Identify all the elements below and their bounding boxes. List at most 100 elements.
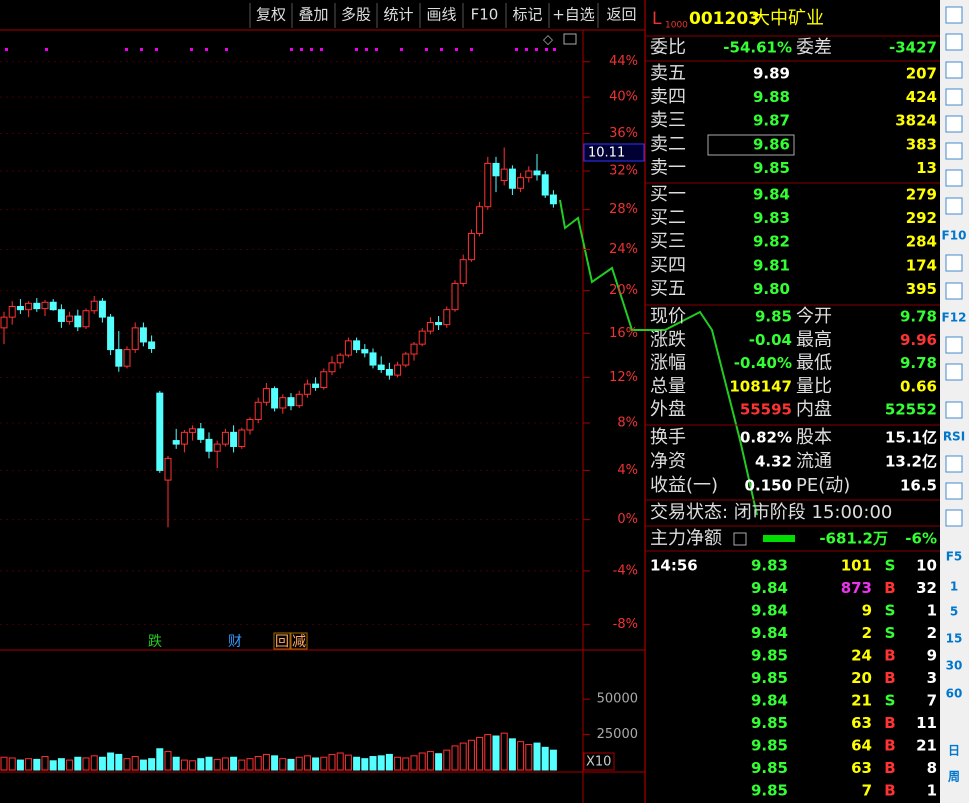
tool-icon[interactable]: [945, 6, 963, 24]
tool-icon[interactable]: [945, 33, 963, 51]
candle-body: [394, 364, 402, 376]
stat-label: 外盘: [650, 399, 686, 420]
volume-unit: X10: [586, 755, 611, 770]
toolbar-button[interactable]: 叠加: [298, 6, 328, 24]
tool-icon[interactable]: [945, 115, 963, 133]
tool-icon[interactable]: [945, 197, 963, 215]
candle-body: [377, 364, 385, 371]
diamond-icon[interactable]: ◇: [543, 33, 553, 48]
candle-body: [262, 388, 270, 403]
trade-price: 9.85: [751, 669, 788, 687]
tool-icon[interactable]: [945, 336, 963, 354]
candle-body: [418, 330, 426, 345]
volume-bar: [107, 752, 115, 771]
volume-bar: [271, 755, 279, 771]
event-dot: [125, 48, 128, 51]
volume-bar: [221, 757, 229, 771]
volume-bar: [410, 755, 418, 771]
tool-icon[interactable]: [945, 482, 963, 500]
sidebar-button[interactable]: 5: [950, 605, 958, 619]
candle-body: [492, 162, 500, 177]
toolbar-button[interactable]: +自选: [552, 6, 595, 24]
candle-body: [435, 321, 443, 326]
volume-bar: [33, 758, 41, 771]
trade-count: 21: [916, 737, 937, 755]
fund-label: 流通: [796, 451, 832, 472]
event-dot: [155, 48, 158, 51]
candle-body: [271, 388, 279, 409]
volume-bar: [98, 756, 106, 771]
volume-bar: [164, 751, 172, 771]
volume-bar: [426, 751, 434, 771]
toolbar-button[interactable]: 标记: [512, 6, 542, 24]
volume-bar: [459, 742, 467, 771]
stock-code: 001203: [689, 9, 760, 29]
volume-bar: [41, 756, 49, 771]
toolbar-button[interactable]: F10: [471, 6, 499, 24]
tool-icon[interactable]: [945, 142, 963, 160]
toolbar-button[interactable]: 复权: [256, 6, 286, 24]
volume-bar: [369, 756, 377, 771]
unit-box: [583, 752, 615, 771]
trade-volume: 2: [862, 624, 872, 642]
sidebar-button[interactable]: F5: [946, 550, 963, 564]
volume-bar: [139, 759, 147, 771]
candle-body: [246, 419, 254, 431]
toolbar-button[interactable]: 画线: [426, 6, 456, 24]
toolbar-button[interactable]: 统计: [383, 6, 413, 24]
sidebar-button[interactable]: 30: [946, 659, 963, 673]
volume-bar: [525, 744, 533, 771]
tool-icon[interactable]: [945, 455, 963, 473]
sidebar-button[interactable]: 日: [948, 744, 960, 758]
tool-icon[interactable]: [945, 88, 963, 106]
volume-bar: [0, 756, 8, 771]
sidebar-button[interactable]: RSI: [943, 430, 965, 444]
event-dot: [290, 48, 293, 51]
trade-side: B: [884, 737, 895, 755]
trade-volume: 21: [851, 692, 872, 710]
tool-icon[interactable]: [945, 363, 963, 381]
event-marker[interactable]: 回: [275, 634, 289, 650]
flow-icon[interactable]: [733, 532, 747, 546]
candle-body: [189, 428, 197, 433]
trade-status: 交易状态: 闭市阶段 15:00:00: [650, 502, 892, 523]
candle-body: [541, 174, 549, 196]
window-icon[interactable]: [563, 33, 577, 45]
candle-body: [41, 301, 49, 310]
trade-count: 11: [916, 714, 937, 732]
level-volume: 284: [906, 233, 937, 251]
level-price: 9.88: [753, 88, 790, 106]
ratio-value: -54.61%: [723, 39, 792, 57]
trade-count: 2: [927, 624, 937, 642]
sidebar-button[interactable]: 60: [946, 687, 963, 701]
event-marker[interactable]: 跌: [148, 634, 162, 650]
sidebar-button[interactable]: F12: [942, 311, 967, 325]
candle-body: [0, 316, 8, 329]
candle-body: [312, 383, 320, 388]
tool-icon[interactable]: [945, 61, 963, 79]
tool-icon[interactable]: [945, 282, 963, 300]
y-tick-label: -8%: [613, 617, 638, 632]
tool-icon[interactable]: [945, 254, 963, 272]
y-tick-label: 28%: [609, 202, 638, 217]
toolbar-button[interactable]: 返回: [606, 6, 636, 24]
sidebar-button[interactable]: 周: [948, 770, 960, 784]
trade-side: S: [885, 624, 896, 642]
sidebar-button[interactable]: 15: [946, 632, 963, 646]
candle-body: [467, 232, 475, 261]
volume-bar: [361, 758, 369, 771]
tool-icon[interactable]: [945, 509, 963, 527]
event-marker[interactable]: 减: [292, 634, 306, 650]
y-tick-label: 40%: [609, 90, 638, 105]
stock-name: 大中矿业: [752, 8, 824, 29]
fund-label: 收益(一): [650, 475, 718, 496]
tool-icon[interactable]: [945, 401, 963, 419]
candle-body: [49, 301, 57, 311]
tool-icon[interactable]: [945, 169, 963, 187]
volume-bar: [492, 735, 500, 771]
event-marker[interactable]: 财: [228, 634, 242, 650]
sidebar-button[interactable]: 1: [950, 580, 958, 594]
toolbar-button[interactable]: 多股: [341, 6, 371, 24]
sidebar-button[interactable]: F10: [942, 229, 967, 243]
